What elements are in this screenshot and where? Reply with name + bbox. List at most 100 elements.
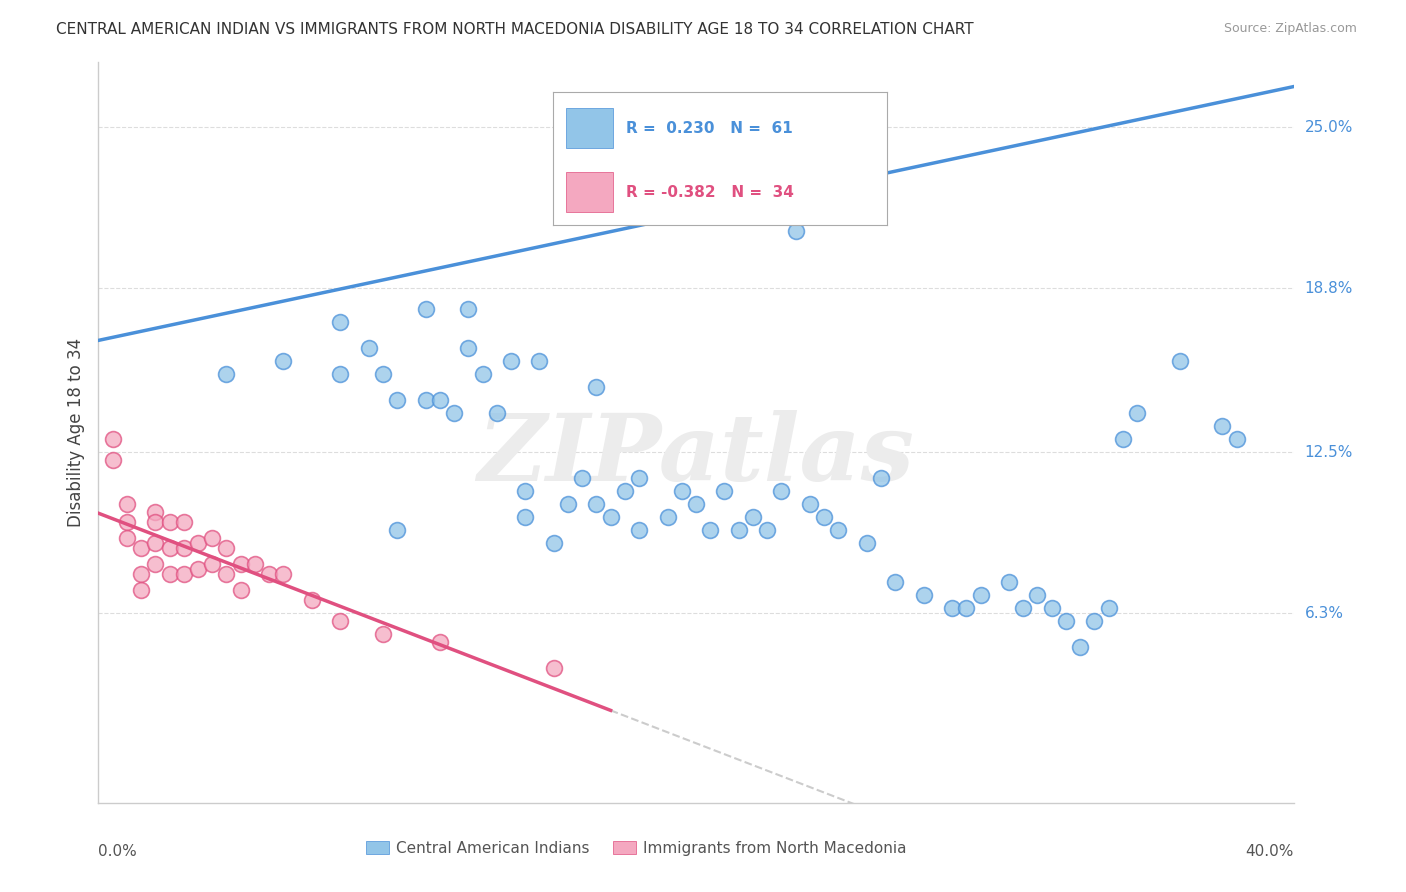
Point: [159, 541, 181, 556]
Text: 40.0%: 40.0%: [1246, 844, 1294, 858]
Point: [115, 497, 138, 511]
Point: [371, 627, 394, 641]
Point: [557, 497, 579, 511]
Point: [173, 541, 195, 556]
Point: [770, 484, 793, 499]
Text: 12.5%: 12.5%: [1305, 444, 1353, 459]
Point: [1040, 601, 1063, 615]
Point: [215, 541, 238, 556]
Point: [329, 315, 352, 329]
Point: [385, 393, 409, 408]
Point: [1083, 614, 1105, 628]
Point: [912, 588, 935, 602]
Point: [585, 380, 607, 394]
Point: [699, 523, 721, 537]
Point: [129, 541, 152, 556]
Point: [129, 582, 152, 597]
Point: [173, 515, 195, 529]
Point: [443, 406, 465, 420]
Point: [471, 367, 494, 381]
Text: 25.0%: 25.0%: [1305, 120, 1353, 135]
Point: [499, 354, 522, 368]
Point: [785, 224, 807, 238]
Point: [870, 471, 893, 485]
Point: [457, 302, 479, 317]
Point: [969, 588, 991, 602]
Point: [1069, 640, 1091, 654]
Point: [429, 634, 451, 648]
Point: [215, 367, 238, 381]
Text: 6.3%: 6.3%: [1305, 606, 1344, 621]
Point: [485, 406, 508, 420]
Point: [599, 510, 621, 524]
Point: [1211, 419, 1233, 434]
Point: [187, 562, 209, 576]
Point: [613, 484, 636, 499]
Point: [628, 523, 651, 537]
Point: [585, 497, 607, 511]
Point: [229, 582, 252, 597]
Point: [201, 531, 224, 545]
Point: [855, 536, 877, 550]
Point: [257, 567, 280, 582]
Point: [671, 484, 693, 499]
Point: [101, 453, 124, 467]
Point: [685, 497, 707, 511]
Point: [799, 497, 821, 511]
Point: [215, 567, 238, 582]
Point: [741, 510, 763, 524]
Point: [415, 393, 437, 408]
Point: [273, 354, 295, 368]
Point: [143, 515, 166, 529]
Point: [415, 302, 437, 317]
Point: [329, 614, 352, 628]
Point: [515, 510, 537, 524]
Point: [613, 133, 636, 147]
Point: [115, 515, 138, 529]
Point: [115, 531, 138, 545]
Point: [955, 601, 977, 615]
Point: [143, 505, 166, 519]
Point: [143, 557, 166, 571]
Text: CENTRAL AMERICAN INDIAN VS IMMIGRANTS FROM NORTH MACEDONIA DISABILITY AGE 18 TO : CENTRAL AMERICAN INDIAN VS IMMIGRANTS FR…: [56, 22, 974, 37]
Point: [329, 367, 352, 381]
Point: [529, 354, 551, 368]
Point: [457, 341, 479, 355]
Point: [129, 567, 152, 582]
Point: [998, 574, 1021, 589]
Point: [159, 515, 181, 529]
Point: [543, 661, 565, 675]
Legend: Central American Indians, Immigrants from North Macedonia: Central American Indians, Immigrants fro…: [360, 835, 912, 862]
Text: ZIPatlas: ZIPatlas: [478, 409, 914, 500]
Point: [1226, 432, 1249, 446]
Point: [371, 367, 394, 381]
Point: [543, 536, 565, 550]
Point: [813, 510, 835, 524]
Point: [713, 484, 735, 499]
Point: [756, 523, 779, 537]
Point: [515, 484, 537, 499]
Point: [1054, 614, 1077, 628]
Text: 18.8%: 18.8%: [1305, 281, 1353, 296]
Point: [1012, 601, 1035, 615]
Point: [884, 574, 907, 589]
Point: [385, 523, 409, 537]
Point: [187, 536, 209, 550]
Point: [727, 523, 749, 537]
Point: [201, 557, 224, 571]
Point: [571, 471, 593, 485]
Point: [1097, 601, 1119, 615]
Point: [101, 432, 124, 446]
Point: [273, 567, 295, 582]
Point: [229, 557, 252, 571]
Point: [1026, 588, 1049, 602]
Point: [429, 393, 451, 408]
Text: Source: ZipAtlas.com: Source: ZipAtlas.com: [1223, 22, 1357, 36]
Point: [657, 510, 679, 524]
Point: [1168, 354, 1191, 368]
Point: [357, 341, 380, 355]
Y-axis label: Disability Age 18 to 34: Disability Age 18 to 34: [66, 338, 84, 527]
Point: [173, 567, 195, 582]
Point: [827, 523, 849, 537]
Point: [1112, 432, 1135, 446]
